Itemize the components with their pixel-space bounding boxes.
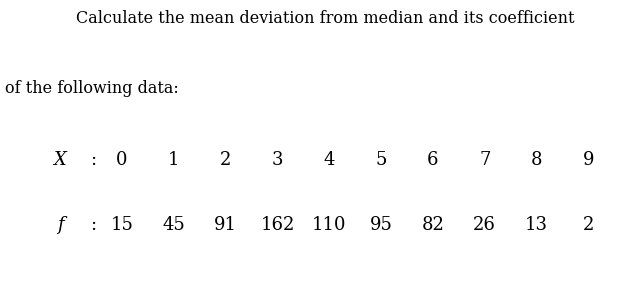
Text: 162: 162 [260, 216, 295, 234]
Text: of the following data:: of the following data: [5, 80, 179, 97]
Text: 2: 2 [583, 216, 594, 234]
Text: 0: 0 [116, 151, 128, 168]
Text: :: : [90, 151, 97, 168]
Text: 4: 4 [324, 151, 335, 168]
Text: 3: 3 [272, 151, 283, 168]
Text: 5: 5 [375, 151, 387, 168]
Text: f: f [57, 216, 63, 234]
Text: 9: 9 [583, 151, 594, 168]
Text: 2: 2 [220, 151, 231, 168]
Text: 82: 82 [422, 216, 444, 234]
Text: 45: 45 [162, 216, 185, 234]
Text: 110: 110 [312, 216, 346, 234]
Text: Calculate the mean deviation from median and its coefficient: Calculate the mean deviation from median… [76, 10, 574, 27]
Text: 95: 95 [370, 216, 392, 234]
Text: 6: 6 [427, 151, 439, 168]
Text: 13: 13 [525, 216, 548, 234]
Text: X: X [54, 151, 66, 168]
Text: 91: 91 [214, 216, 237, 234]
Text: 15: 15 [111, 216, 133, 234]
Text: 8: 8 [531, 151, 542, 168]
Text: 26: 26 [473, 216, 496, 234]
Text: :: : [90, 216, 97, 234]
Text: 1: 1 [168, 151, 179, 168]
Text: 7: 7 [479, 151, 490, 168]
